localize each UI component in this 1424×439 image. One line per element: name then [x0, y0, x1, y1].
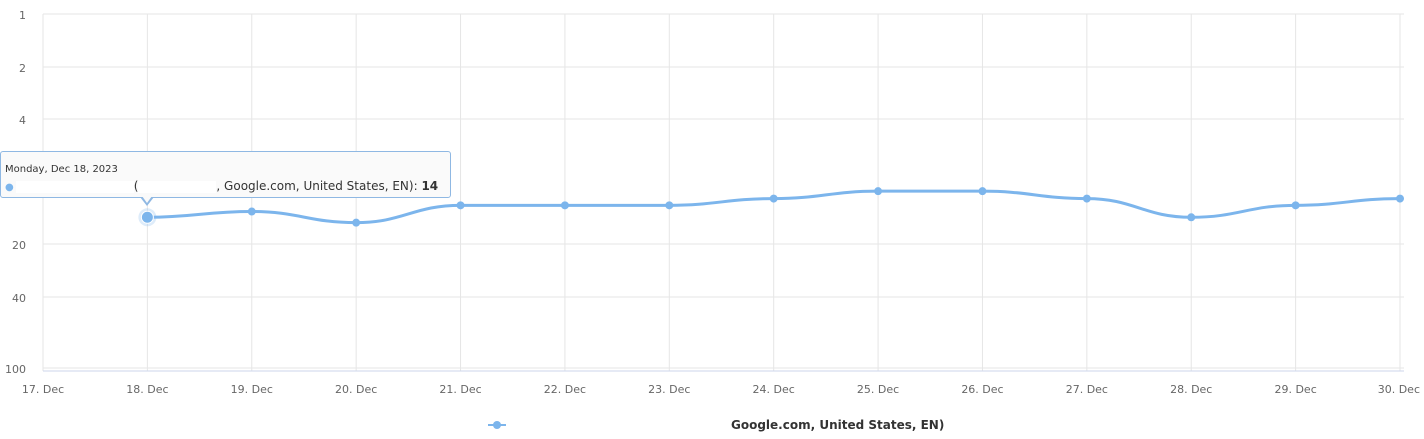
grid-layer — [42, 13, 1404, 371]
tooltip-text-mid: , Google.com, United States, EN): — [216, 179, 422, 193]
data-point — [560, 201, 569, 210]
x-tick-label: 25. Dec — [857, 383, 899, 396]
tooltip-series-dot-icon: ● — [5, 182, 14, 193]
y-tick-label: 20 — [12, 239, 26, 252]
y-tick-label: 100 — [5, 363, 26, 376]
data-point — [665, 201, 674, 210]
x-tick-label: 19. Dec — [231, 383, 273, 396]
tooltip-redacted-domain — [138, 180, 217, 193]
tooltip-redacted-keyword — [15, 180, 134, 193]
tooltip-date: Monday, Dec 18, 2023 — [5, 164, 118, 175]
x-tick-label: 17. Dec — [22, 383, 64, 396]
data-point — [1291, 201, 1300, 210]
x-tick-label: 27. Dec — [1066, 383, 1108, 396]
data-point — [1082, 194, 1091, 203]
data-point — [978, 187, 987, 196]
tooltip-value: 14 — [421, 179, 439, 193]
tooltip: Monday, Dec 18, 2023 ● ( , Google.com, Uni… — [0, 151, 451, 198]
x-tick-label: 23. Dec — [648, 383, 690, 396]
y-tick-label: 40 — [12, 292, 26, 305]
data-point — [769, 194, 778, 203]
tooltip-arrow-inner — [142, 196, 152, 203]
data-point — [247, 207, 256, 216]
data-point — [456, 201, 465, 210]
series-layer — [138, 187, 1404, 227]
y-tick-label: 2 — [19, 62, 26, 75]
x-tick-label: 21. Dec — [439, 383, 481, 396]
axis-layer: 1 2 4 20 40 100 17. Dec 18. Dec 19. Dec 20. Dec 21… — [5, 9, 1420, 396]
data-point — [874, 187, 883, 196]
data-point — [1396, 194, 1404, 203]
x-tick-label: 22. Dec — [544, 383, 586, 396]
x-tick-label: 26. Dec — [961, 383, 1003, 396]
x-tick-label: 30. Dec — [1378, 383, 1420, 396]
legend-label: Google.com, United States, EN) — [731, 418, 945, 432]
data-point — [1187, 213, 1196, 222]
x-tick-label: 28. Dec — [1170, 383, 1212, 396]
data-point — [140, 210, 154, 224]
x-tick-label: 29. Dec — [1274, 383, 1316, 396]
tooltip-line: ● ( , Google.com, United States, EN): 14 — [5, 179, 438, 193]
x-tick-label: 18. Dec — [126, 383, 168, 396]
x-tick-label: 24. Dec — [753, 383, 795, 396]
tooltip-text-open: ( — [133, 179, 139, 193]
y-tick-label: 1 — [19, 9, 26, 22]
x-tick-label: 20. Dec — [335, 383, 377, 396]
y-tick-label: 4 — [19, 114, 26, 127]
data-point — [352, 218, 361, 227]
legend-item[interactable]: Google.com, United States, EN) — [486, 416, 944, 434]
legend-redacted-text — [506, 419, 731, 431]
legend-line-marker-icon — [486, 416, 506, 434]
